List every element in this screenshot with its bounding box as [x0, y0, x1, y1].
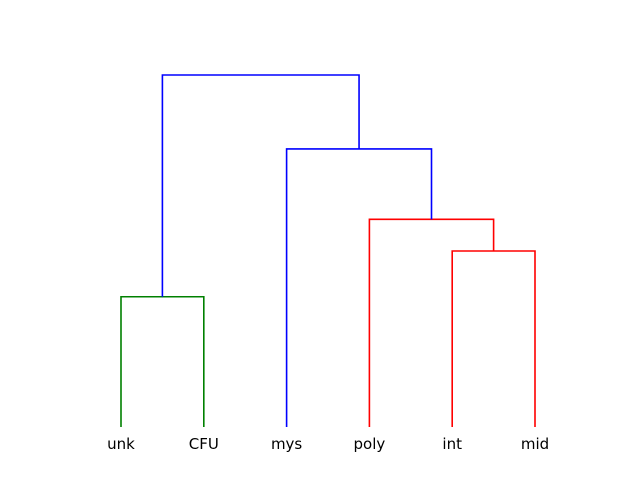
leaf-label-cfu: CFU	[189, 435, 219, 453]
dendrogram-link-0	[451, 250, 536, 427]
leaf-label-int: int	[442, 435, 462, 453]
dendrogram-link-3	[120, 295, 205, 427]
dendrogram-links	[120, 74, 536, 427]
leaf-label-mid: mid	[521, 435, 549, 453]
dendrogram-link-4	[161, 74, 360, 297]
leaf-label-poly: poly	[354, 435, 386, 453]
leaf-labels: unk CFU mys poly int mid	[107, 435, 549, 453]
leaf-label-mys: mys	[271, 435, 302, 453]
leaf-label-unk: unk	[107, 435, 135, 453]
dendrogram-link-2	[285, 148, 433, 427]
